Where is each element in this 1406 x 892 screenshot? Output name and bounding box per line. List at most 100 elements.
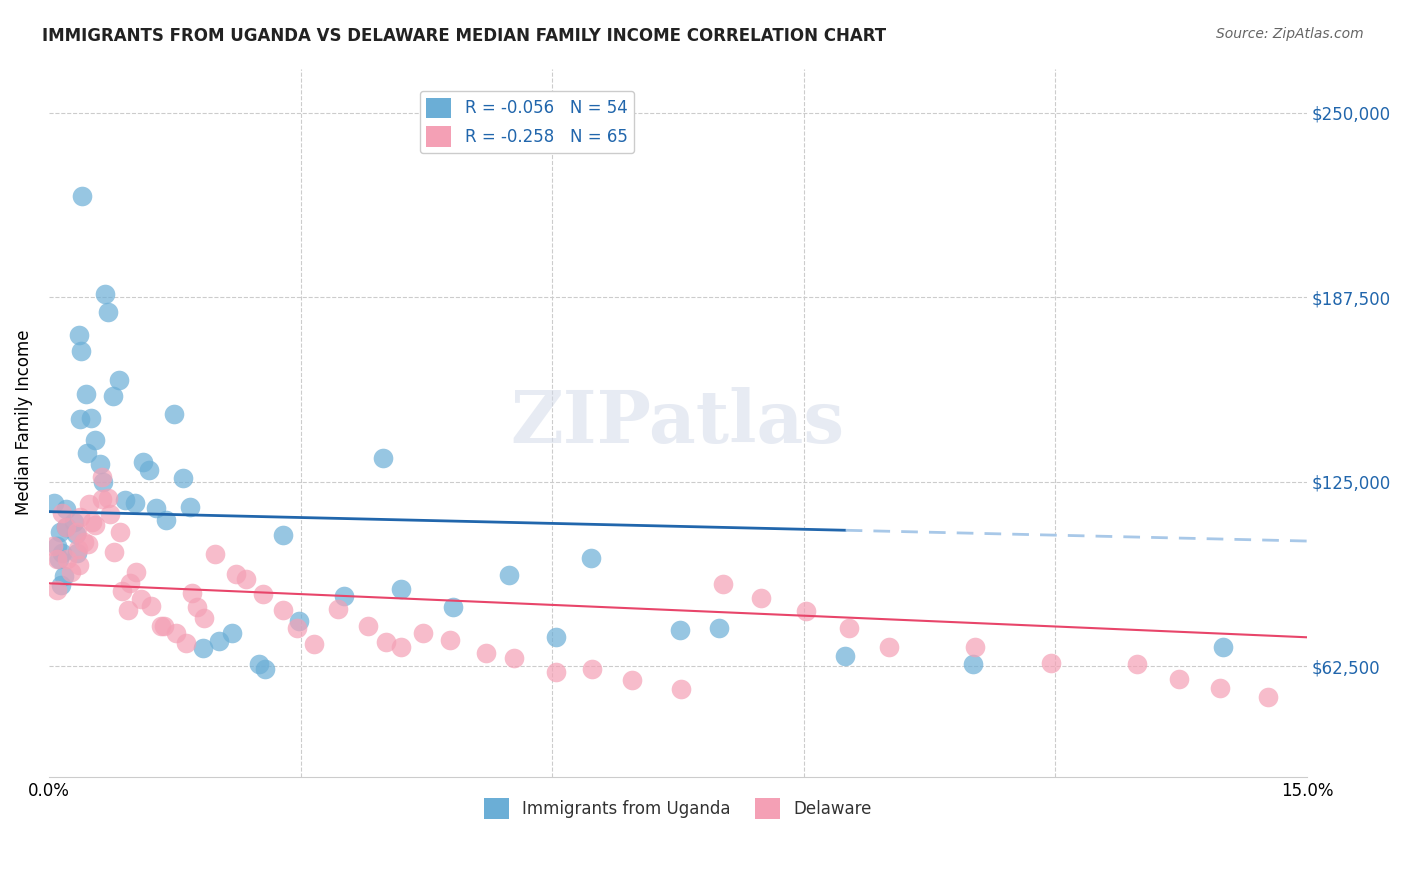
Point (84, 517, 107, 532)
Point (51, 546, 73, 560)
Point (90, 470, 112, 484)
Point (103, 545, 125, 559)
Point (1212, 640, 1234, 654)
Point (69, 411, 91, 425)
Point (794, 604, 817, 618)
Point (389, 582, 412, 597)
Point (751, 591, 773, 605)
Point (620, 673, 643, 687)
Point (55, 552, 77, 566)
Point (55, 519, 77, 533)
Point (145, 500, 167, 515)
Point (131, 455, 153, 469)
Point (70, 189, 93, 203)
Point (235, 573, 257, 587)
Point (439, 633, 461, 648)
Point (125, 565, 148, 579)
Point (1126, 657, 1149, 671)
Point (138, 462, 160, 476)
Point (834, 649, 856, 664)
Point (51, 506, 73, 520)
Point (179, 500, 201, 514)
Point (713, 576, 735, 591)
Point (877, 640, 900, 654)
Point (97, 491, 120, 505)
Point (117, 602, 139, 616)
Point (208, 633, 231, 648)
Point (288, 614, 311, 628)
Point (108, 525, 131, 540)
Point (67, 327, 90, 342)
Point (709, 621, 731, 635)
Point (186, 599, 208, 614)
Point (69, 343, 91, 358)
Point (67, 558, 90, 572)
Point (129, 591, 152, 606)
Point (97, 305, 120, 319)
Point (963, 640, 986, 654)
Point (45, 539, 67, 553)
Point (204, 547, 226, 561)
Point (962, 657, 984, 671)
Point (124, 496, 146, 510)
Point (42, 496, 65, 510)
Point (165, 626, 187, 640)
Text: IMMIGRANTS FROM UGANDA VS DELAWARE MEDIAN FAMILY INCOME CORRELATION CHART: IMMIGRANTS FROM UGANDA VS DELAWARE MEDIA… (42, 27, 886, 45)
Point (65, 526, 87, 541)
Point (51, 578, 73, 592)
Point (60, 566, 83, 580)
Point (669, 623, 692, 637)
Point (55, 520, 77, 534)
Point (91, 491, 114, 506)
Point (155, 513, 177, 527)
Point (80, 515, 103, 529)
Point (52, 568, 75, 582)
Point (77, 497, 100, 511)
Point (149, 618, 172, 632)
Point (46, 583, 69, 598)
Point (412, 626, 434, 640)
Point (120, 576, 142, 591)
Point (174, 636, 197, 650)
Point (225, 567, 247, 582)
Point (98, 508, 121, 522)
Point (181, 586, 204, 600)
Point (285, 621, 308, 635)
Point (48, 524, 70, 539)
Point (91, 475, 114, 489)
Point (101, 388, 124, 402)
Point (77, 537, 100, 551)
Point (669, 681, 692, 696)
Point (111, 583, 134, 598)
Point (503, 650, 526, 665)
Point (172, 471, 194, 485)
Point (1040, 656, 1063, 670)
Point (304, 637, 326, 651)
Text: ZIPatlas: ZIPatlas (510, 387, 845, 458)
Point (89, 457, 111, 471)
Text: Source: ZipAtlas.com: Source: ZipAtlas.com (1216, 27, 1364, 41)
Point (498, 568, 520, 582)
Point (252, 587, 274, 601)
Legend: Immigrants from Uganda, Delaware: Immigrants from Uganda, Delaware (477, 791, 879, 825)
Point (79, 411, 101, 425)
Point (273, 527, 295, 541)
Point (544, 630, 567, 644)
Point (333, 589, 356, 603)
Point (66, 542, 89, 557)
Point (48, 552, 70, 566)
Point (441, 599, 464, 614)
Point (193, 611, 215, 625)
Point (141, 599, 163, 613)
Point (247, 657, 270, 672)
Point (42, 539, 65, 553)
Point (66, 546, 89, 560)
Point (63, 516, 86, 530)
Point (163, 407, 186, 421)
Point (94, 287, 117, 301)
Point (75, 386, 97, 401)
Point (73, 534, 96, 549)
Point (581, 550, 603, 565)
Point (76, 445, 98, 459)
Point (373, 451, 395, 466)
